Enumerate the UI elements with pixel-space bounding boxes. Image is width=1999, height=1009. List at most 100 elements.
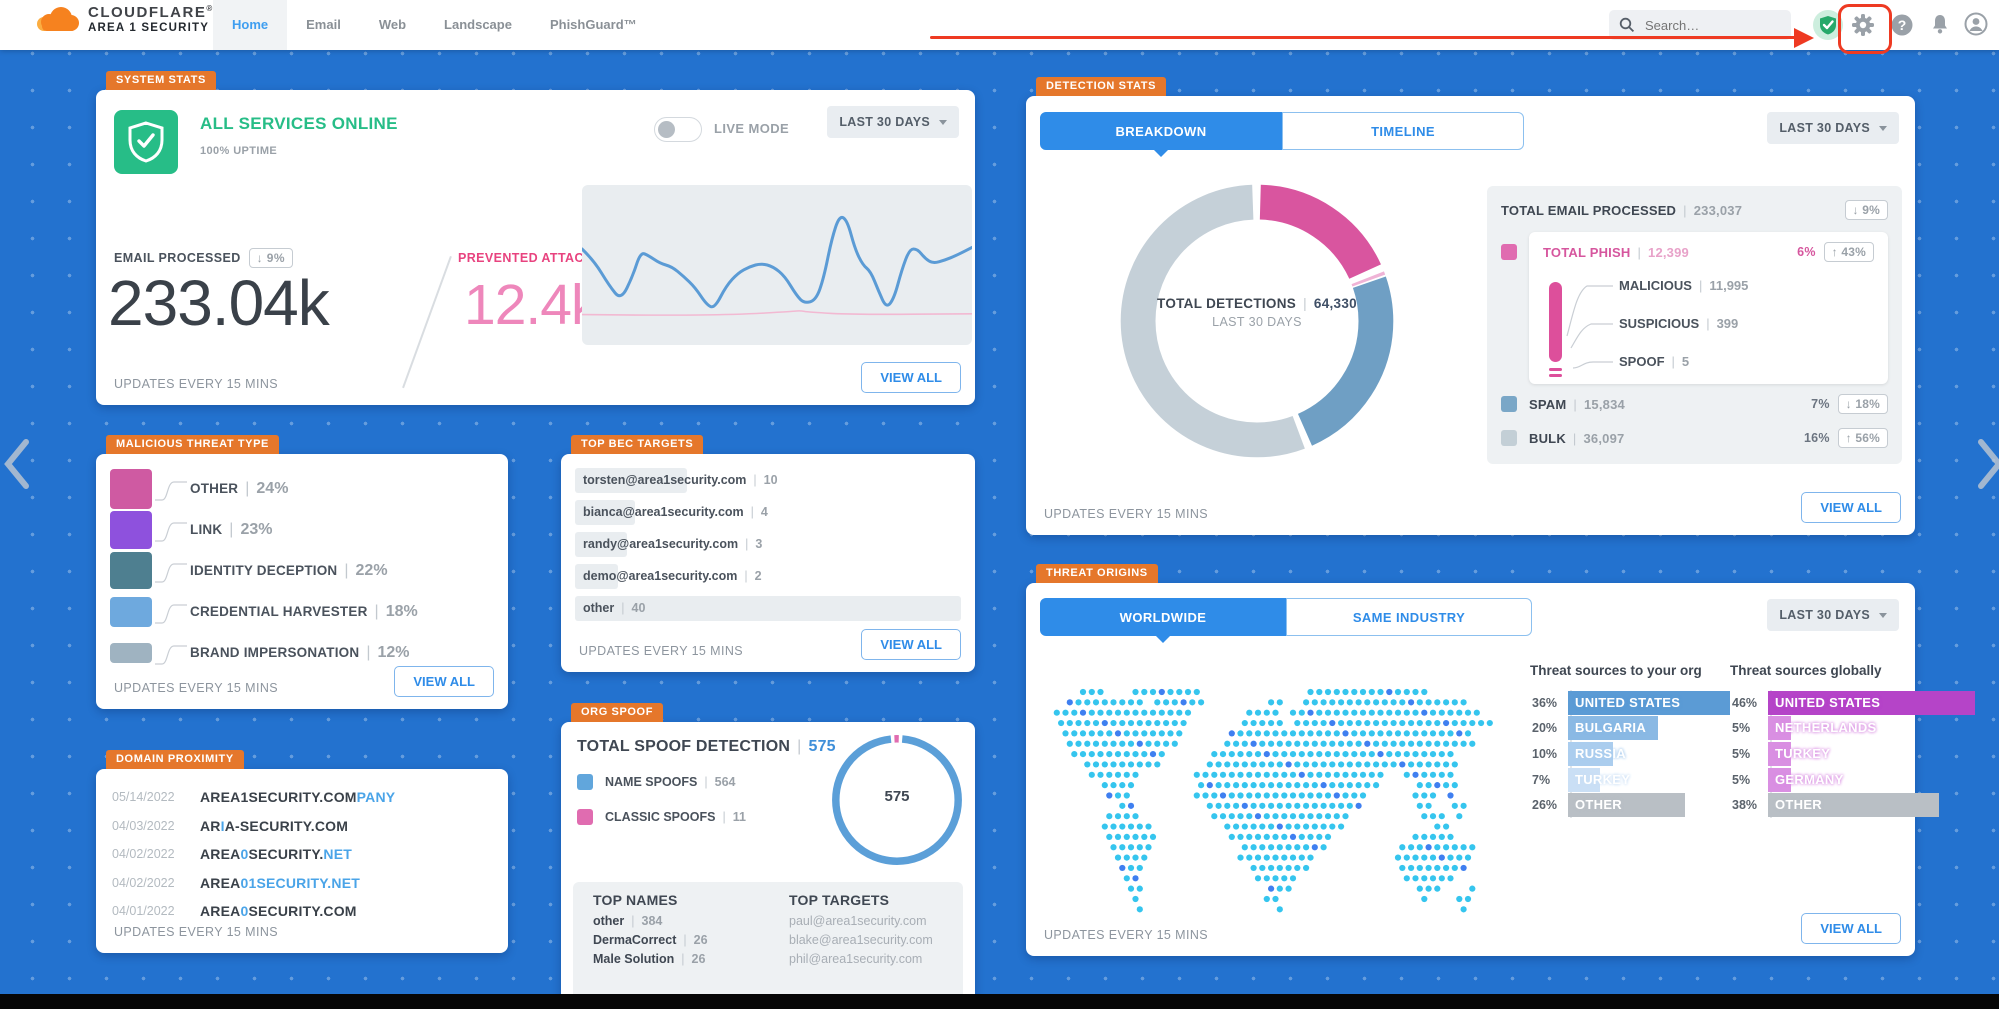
total-email-value: 233,037: [1693, 202, 1743, 218]
source-row: 20% BULGARIA: [1532, 716, 1730, 742]
search-box[interactable]: [1609, 10, 1791, 40]
bec-target-row[interactable]: bianca@area1security.com 4: [575, 500, 961, 525]
bell-icon[interactable]: [1928, 12, 1952, 36]
detections-donut-center: TOTAL DETECTIONS 64,330 LAST 30 DAYS: [1112, 296, 1402, 329]
threat-type-label: OTHER: [190, 481, 239, 496]
domain-row[interactable]: 05/14/2022 AREA1SECURITY.COM PANY: [112, 783, 395, 812]
org-sources-list: 36% UNITED STATES 20% BULGARIA 10% RUSSIA 7% TU…: [1530, 690, 1730, 818]
threat-type-swatch: [110, 642, 152, 663]
view-all-button[interactable]: VIEW ALL: [394, 666, 494, 697]
logo-line2: AREA 1 SECURITY: [88, 21, 210, 34]
range-dropdown[interactable]: LAST 30 DAYS: [1767, 112, 1899, 144]
carousel-left-chevron-icon[interactable]: [2, 438, 32, 495]
connector-line: [155, 480, 187, 501]
bec-target-bar: [575, 564, 618, 589]
source-row: 38% OTHER: [1732, 792, 1975, 818]
user-icon[interactable]: [1964, 12, 1988, 36]
shield-check-extension-icon[interactable]: [1812, 9, 1844, 41]
source-row: 26% OTHER: [1532, 792, 1730, 818]
nav-tab-phishguard[interactable]: PhishGuard™: [549, 17, 637, 32]
source-bar: GERMANY: [1768, 767, 1843, 792]
connector-line: [155, 603, 187, 624]
live-mode-toggle[interactable]: [654, 117, 702, 142]
phish-sub-value: 5: [1681, 354, 1690, 369]
bec-target-row[interactable]: other 40: [575, 596, 961, 621]
view-all-button[interactable]: VIEW ALL: [861, 629, 961, 660]
view-all-button[interactable]: VIEW ALL: [1801, 492, 1901, 523]
separator: [715, 810, 732, 824]
carousel-right-chevron-icon[interactable]: [1975, 438, 1999, 495]
domain-row[interactable]: 04/02/2022 AREA 01SECURITY.NET: [112, 869, 395, 898]
range-dropdown[interactable]: LAST 30 DAYS: [827, 106, 959, 138]
view-all-button[interactable]: VIEW ALL: [861, 362, 961, 393]
top-name-row: Male Solution 26: [593, 952, 708, 966]
top-target-row: blake@area1security.com: [789, 933, 933, 947]
source-pct: 5%: [1732, 746, 1751, 761]
top-targets-header: TOP TARGETS: [789, 892, 890, 908]
global-threat-sources: Threat sources globally 46% UNITED STATES…: [1730, 663, 1975, 818]
bec-target-row[interactable]: torsten@area1security.com 10: [575, 468, 961, 493]
trend-badge: ↓ 9%: [248, 248, 293, 268]
card-tag: DETECTION STATS: [1036, 77, 1167, 96]
bec-target-bar: [575, 468, 687, 493]
cloudflare-logo[interactable]: CLOUDFLARE® AREA 1 SECURITY: [34, 5, 214, 35]
chevron-down-icon: [1879, 612, 1887, 618]
range-dropdown[interactable]: LAST 30 DAYS: [1767, 599, 1899, 631]
separator: [624, 914, 641, 928]
updates-caption: UPDATES EVERY 15 MINS: [114, 681, 279, 695]
nav-tab-web[interactable]: Web: [378, 17, 407, 32]
source-bar: BULGARIA: [1568, 716, 1658, 741]
card-tag: SYSTEM STATS: [106, 71, 216, 90]
nav-tab-email[interactable]: Email: [306, 17, 341, 32]
domain-diff-segment: I: [220, 817, 225, 834]
email-processed-label: EMAIL PROCESSED: [114, 251, 241, 265]
annotation-red-line: [930, 36, 1796, 39]
range-label: LAST 30 DAYS: [839, 115, 930, 129]
domain-date: 04/02/2022: [112, 847, 175, 862]
tab-timeline[interactable]: TIMELINE: [1282, 112, 1524, 150]
tab-same-industry[interactable]: SAME INDUSTRY: [1286, 598, 1532, 636]
bulk-legend-swatch: [1501, 430, 1517, 446]
threat-type-pct: 24%: [256, 479, 289, 497]
domain-diff-segment: 01SECURITY.NET: [240, 874, 360, 891]
phish-sub-label: SPOOF: [1619, 354, 1665, 369]
bulk-row: BULK 36,097 16% ↑ 56%: [1501, 428, 1888, 448]
phish-sub-row: SUSPICIOUS 399: [1619, 316, 1738, 331]
source-pct: 36%: [1532, 695, 1558, 710]
total-spoof-title: TOTAL SPOOF DETECTION 575: [577, 738, 836, 756]
source-bar: TURKEY: [1768, 741, 1830, 766]
nav-tab-home[interactable]: Home: [213, 0, 288, 50]
email-sparkline-chart: [580, 185, 974, 345]
bec-target-row[interactable]: randy@area1security.com 3: [575, 532, 961, 557]
org-threat-sources: Threat sources to your org 36% UNITED STA…: [1530, 663, 1730, 818]
domain-date: 05/14/2022: [112, 790, 175, 805]
spoof-donut-chart: [832, 735, 962, 865]
tab-worldwide[interactable]: WORLDWIDE: [1040, 598, 1286, 643]
help-icon[interactable]: ?: [1890, 13, 1914, 37]
search-input[interactable]: [1643, 16, 1777, 34]
services-shield-icon: [114, 110, 178, 174]
domain-date: 04/01/2022: [112, 904, 175, 919]
tab-breakdown[interactable]: BREAKDOWN: [1040, 112, 1282, 157]
domain-row[interactable]: 04/03/2022 AR I A-SECURITY.COM: [112, 812, 395, 841]
phish-sub-value: 11,995: [1709, 278, 1749, 293]
phish-share-pct: 6%: [1797, 245, 1816, 259]
domain-row[interactable]: 04/02/2022 AREA 0 SECURITY. NET: [112, 840, 395, 869]
source-row: 5% NETHERLANDS: [1732, 716, 1975, 742]
prevented-attacks-value: 12.4k: [464, 273, 599, 337]
view-all-button[interactable]: VIEW ALL: [1801, 913, 1901, 944]
top-name-value: 26: [691, 952, 706, 966]
nav-tab-landscape[interactable]: Landscape: [444, 17, 512, 32]
source-row: 5% TURKEY: [1732, 741, 1975, 767]
domain-proximity-card: DOMAIN PROXIMITY 05/14/2022 AREA1SECURITY…: [96, 750, 508, 953]
threat-type-row: BRAND IMPERSONATION 12%: [110, 632, 418, 673]
source-bar: TURKEY: [1568, 767, 1630, 792]
total-detections-label: TOTAL DETECTIONS: [1157, 296, 1297, 311]
spam-label: SPAM: [1529, 396, 1567, 412]
gear-icon[interactable]: [1850, 12, 1876, 38]
bec-target-row[interactable]: demo@area1security.com 2: [575, 564, 961, 589]
threat-type-row: LINK 23%: [110, 509, 418, 550]
threat-type-label: LINK: [190, 522, 223, 537]
domain-row[interactable]: 04/01/2022 AREA 0 SECURITY.COM: [112, 897, 395, 926]
services-status-text: ALL SERVICES ONLINE: [200, 114, 398, 133]
